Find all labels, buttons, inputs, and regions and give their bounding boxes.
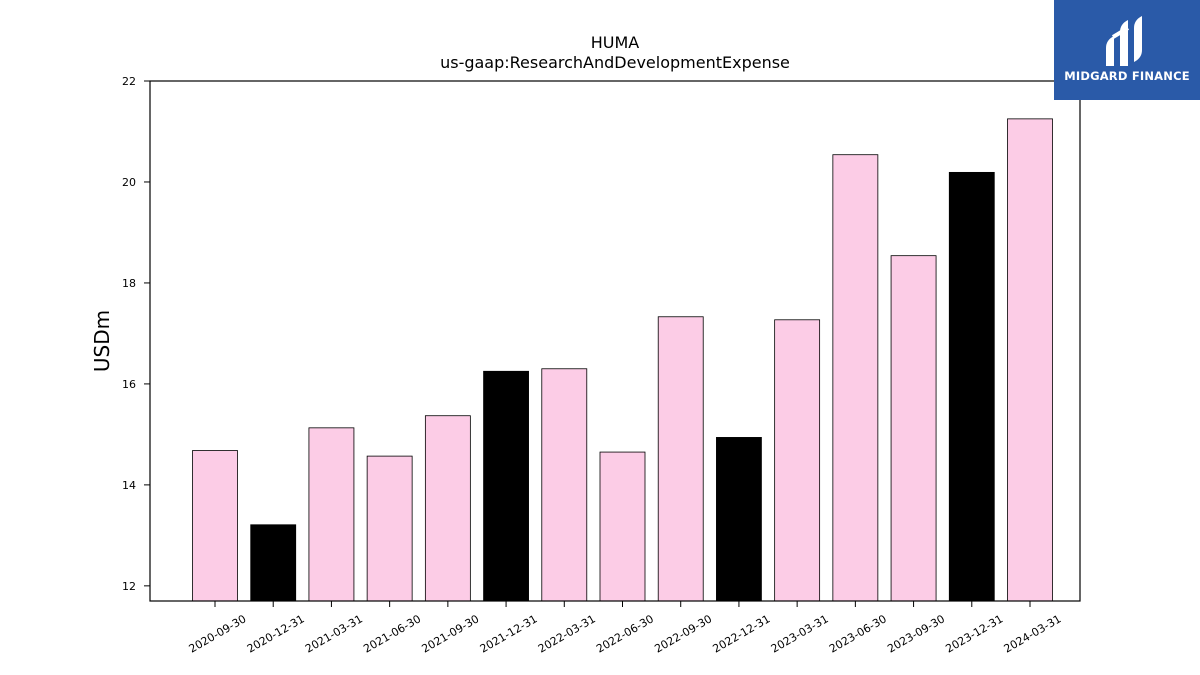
plot-frame: [149, 80, 1081, 602]
x-tick-label: 2021-12-31: [478, 612, 540, 655]
x-tick-label: 2024-03-31: [1002, 612, 1064, 655]
bar-2021-09-30: [424, 415, 471, 602]
bar-2021-03-31: [308, 427, 355, 602]
y-tick-label: 14: [122, 479, 136, 492]
bar-2021-06-30: [366, 455, 413, 602]
x-tick-label: 2023-09-30: [885, 612, 947, 655]
bar-2021-12-31: [483, 370, 529, 602]
bar-2022-09-30: [657, 316, 704, 602]
x-axis-ticks: 2020-09-302020-12-312021-03-312021-06-30…: [187, 601, 1064, 656]
bar-2020-12-31: [250, 524, 297, 602]
bar-2023-09-30: [890, 255, 937, 602]
bar-2022-03-31: [541, 368, 588, 602]
bar-2023-03-31: [774, 319, 821, 602]
y-tick-label: 16: [122, 378, 136, 391]
x-tick-label: 2021-09-30: [419, 612, 481, 655]
x-tick-label: 2022-12-31: [711, 612, 773, 655]
x-tick-label: 2021-06-30: [361, 612, 423, 655]
y-tick-label: 18: [122, 277, 136, 290]
x-tick-label: 2022-03-31: [536, 612, 598, 655]
x-tick-label: 2022-06-30: [594, 612, 656, 655]
x-tick-label: 2020-09-30: [187, 612, 249, 655]
bar-2024-03-31: [1007, 118, 1053, 602]
y-axis-label: USDm: [90, 310, 114, 372]
y-tick-label: 12: [122, 580, 136, 593]
midgard-finance-logo: MIDGARD FINANCE: [1054, 0, 1200, 100]
x-tick-label: 2023-03-31: [769, 612, 831, 655]
y-tick-label: 22: [122, 75, 136, 88]
x-tick-label: 2020-12-31: [245, 612, 307, 655]
bar-2020-09-30: [192, 450, 238, 602]
bar-2022-06-30: [599, 451, 646, 602]
bar-2023-06-30: [832, 154, 879, 602]
chart-subtitle: us-gaap:ResearchAndDevelopmentExpense: [440, 53, 790, 72]
x-tick-label: 2021-03-31: [303, 612, 365, 655]
bar-2023-12-31: [948, 171, 995, 602]
bars-group: [192, 118, 1053, 602]
y-axis-ticks: 12 14 16 18 20 22: [122, 75, 150, 593]
midgard-m-logo-icon: [1106, 16, 1142, 66]
x-tick-label: 2023-06-30: [827, 612, 889, 655]
logo-brand-text: MIDGARD FINANCE: [1064, 69, 1190, 83]
bar-2022-12-31: [716, 437, 762, 602]
chart-title: HUMA: [591, 33, 640, 52]
x-tick-label: 2022-09-30: [652, 612, 714, 655]
x-tick-label: 2023-12-31: [943, 612, 1005, 655]
y-tick-label: 20: [122, 176, 136, 189]
